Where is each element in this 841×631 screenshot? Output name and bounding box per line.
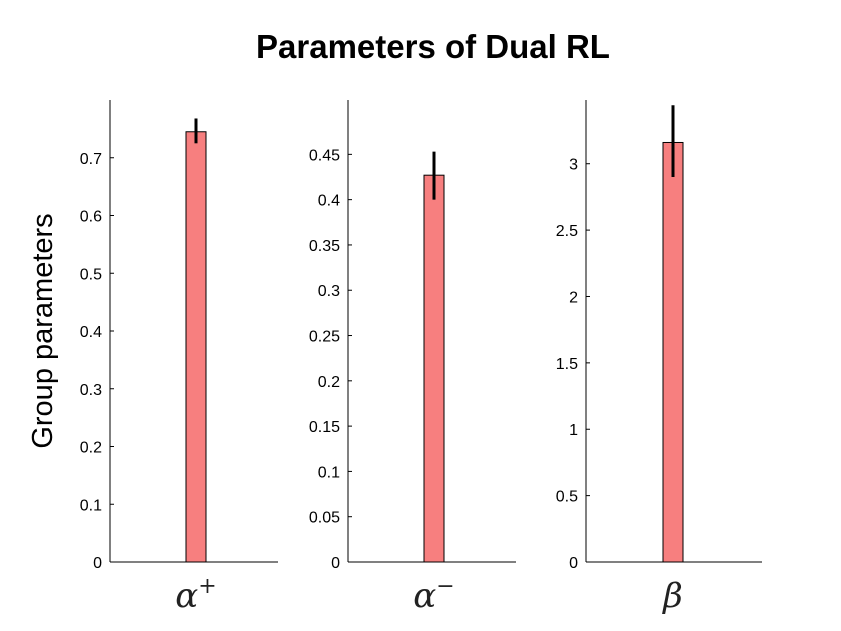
bar — [185, 131, 207, 563]
y-tick-label: 0.1 — [80, 497, 102, 514]
panel-1: 0 0.1 0.2 0.3 0.4 0.5 0.6 0.7 α+ — [80, 100, 278, 616]
panel-2: 0 0.05 0.1 0.15 0.2 0.25 0.3 0.35 0.4 0.45 α− — [309, 100, 516, 616]
y-tick-label: 0.25 — [309, 329, 340, 346]
y-tick-label: 2.5 — [556, 223, 578, 240]
category-symbol: α — [175, 576, 198, 616]
y-tick-label: 0 — [93, 555, 102, 572]
bar — [662, 141, 684, 563]
x-category-label: α− — [413, 574, 454, 616]
panel-3: 0 0.5 1 1.5 2 2.5 3 β — [556, 100, 762, 616]
y-tick-label: 1 — [569, 422, 578, 439]
x-category-label: α+ — [175, 574, 216, 616]
chart-panels: 00.10.20.30.40.50.60.7α+00.050.10.150.20… — [80, 100, 762, 616]
y-axis-label: Group parameters — [27, 213, 59, 448]
y-tick-label: 1.5 — [556, 356, 578, 373]
y-tick-label: 0.15 — [309, 419, 340, 436]
y-tick-label: 0.3 — [318, 283, 340, 300]
y-tick-label: 0 — [331, 555, 340, 572]
y-tick-label: 0.3 — [80, 382, 102, 399]
category-superscript: + — [198, 574, 216, 599]
y-tick-label: 0.05 — [309, 510, 340, 527]
category-superscript: − — [436, 574, 454, 599]
chart-title: Parameters of Dual RL — [256, 28, 610, 65]
y-tick-label: 0.5 — [556, 489, 578, 506]
y-tick-label: 0.1 — [318, 464, 340, 481]
y-tick-label: 2 — [569, 289, 578, 306]
category-symbol: β — [661, 576, 683, 616]
y-tick-label: 0.6 — [80, 209, 102, 226]
y-tick-label: 0.2 — [80, 440, 102, 457]
x-category-label: β — [661, 576, 683, 616]
y-tick-label: 0.35 — [309, 238, 340, 255]
y-tick-label: 0 — [569, 555, 578, 572]
y-tick-label: 0.4 — [80, 324, 102, 341]
y-tick-label: 3 — [569, 157, 578, 174]
y-tick-label: 0.4 — [318, 193, 340, 210]
y-tick-label: 0.5 — [80, 266, 102, 283]
y-tick-label: 0.45 — [309, 147, 340, 164]
y-tick-label: 0.7 — [80, 151, 102, 168]
category-symbol: α — [413, 576, 436, 616]
y-tick-label: 0.2 — [318, 374, 340, 391]
bar — [423, 174, 445, 563]
